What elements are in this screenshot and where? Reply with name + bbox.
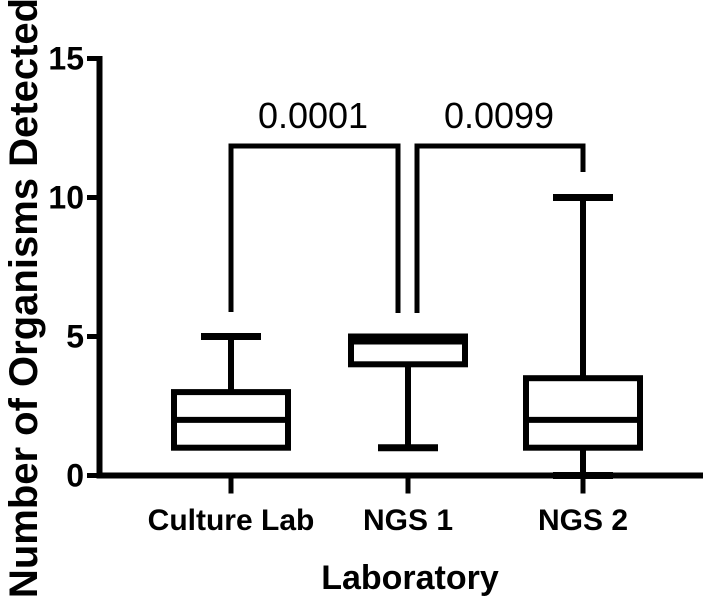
y-tick-label: 15 <box>48 41 84 77</box>
x-category-label-culture-lab: Culture Lab <box>148 504 315 537</box>
y-tick-label: 5 <box>66 319 84 355</box>
y-axis-title: Number of Organisms Detected <box>2 0 46 596</box>
y-tick-label: 0 <box>66 458 84 494</box>
significance-bracket <box>414 143 586 313</box>
p-value-label: 0.0099 <box>444 95 554 136</box>
x-category-label-ngs-2: NGS 2 <box>538 504 628 537</box>
p-value-label: 0.0001 <box>258 95 368 136</box>
x-category-label-ngs-1: NGS 1 <box>363 504 453 537</box>
box-ngs-2 <box>523 375 643 451</box>
y-tick-label: 10 <box>48 180 84 216</box>
x-axis-title: Laboratory <box>321 559 499 596</box>
significance-bracket <box>228 143 401 313</box>
